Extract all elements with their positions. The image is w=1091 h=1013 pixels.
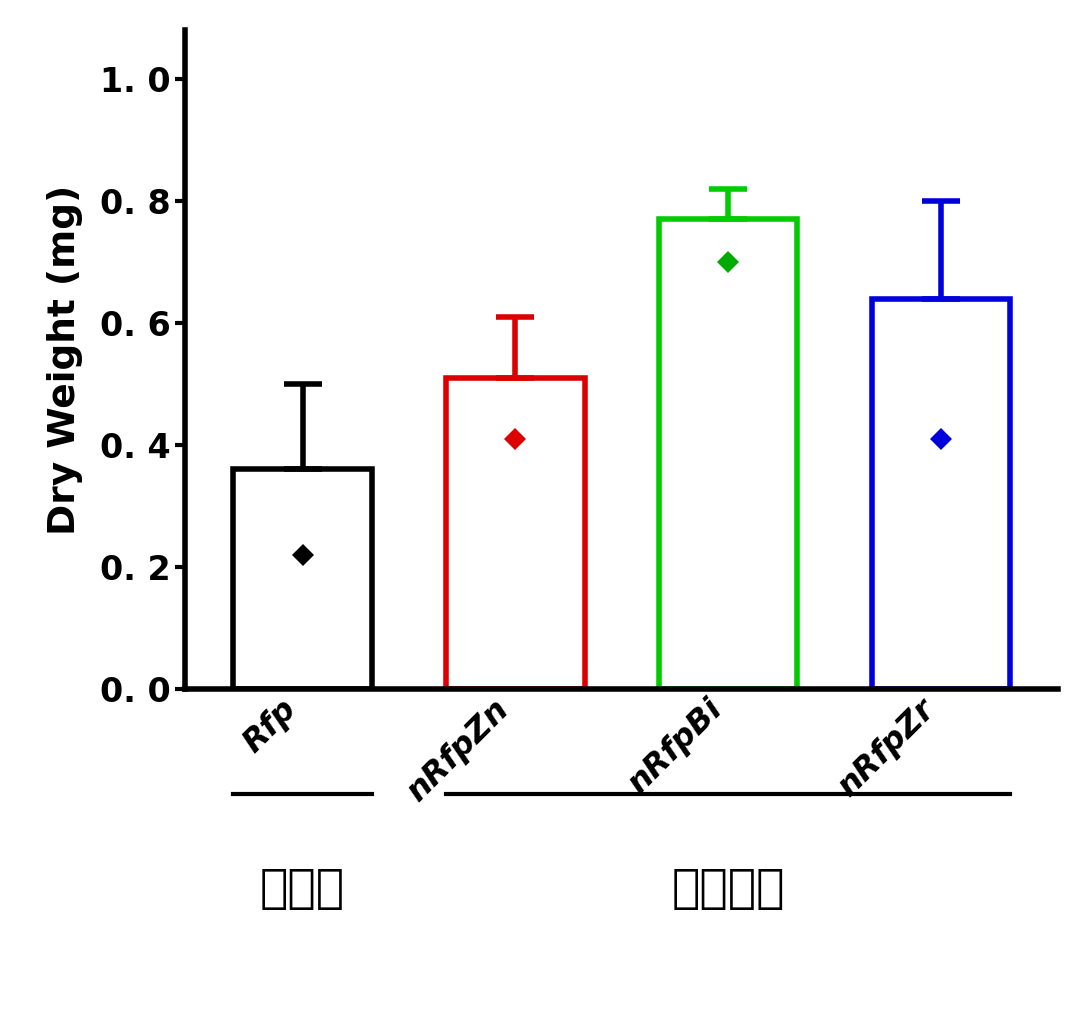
Text: 保留上皮: 保留上皮 [672,866,786,912]
Y-axis label: Dry Weight (mg): Dry Weight (mg) [48,184,84,535]
Bar [233,469,372,689]
Bar [872,299,1010,689]
Text: 去上皮: 去上皮 [260,866,345,912]
Bar [446,378,585,689]
Bar [659,220,798,689]
